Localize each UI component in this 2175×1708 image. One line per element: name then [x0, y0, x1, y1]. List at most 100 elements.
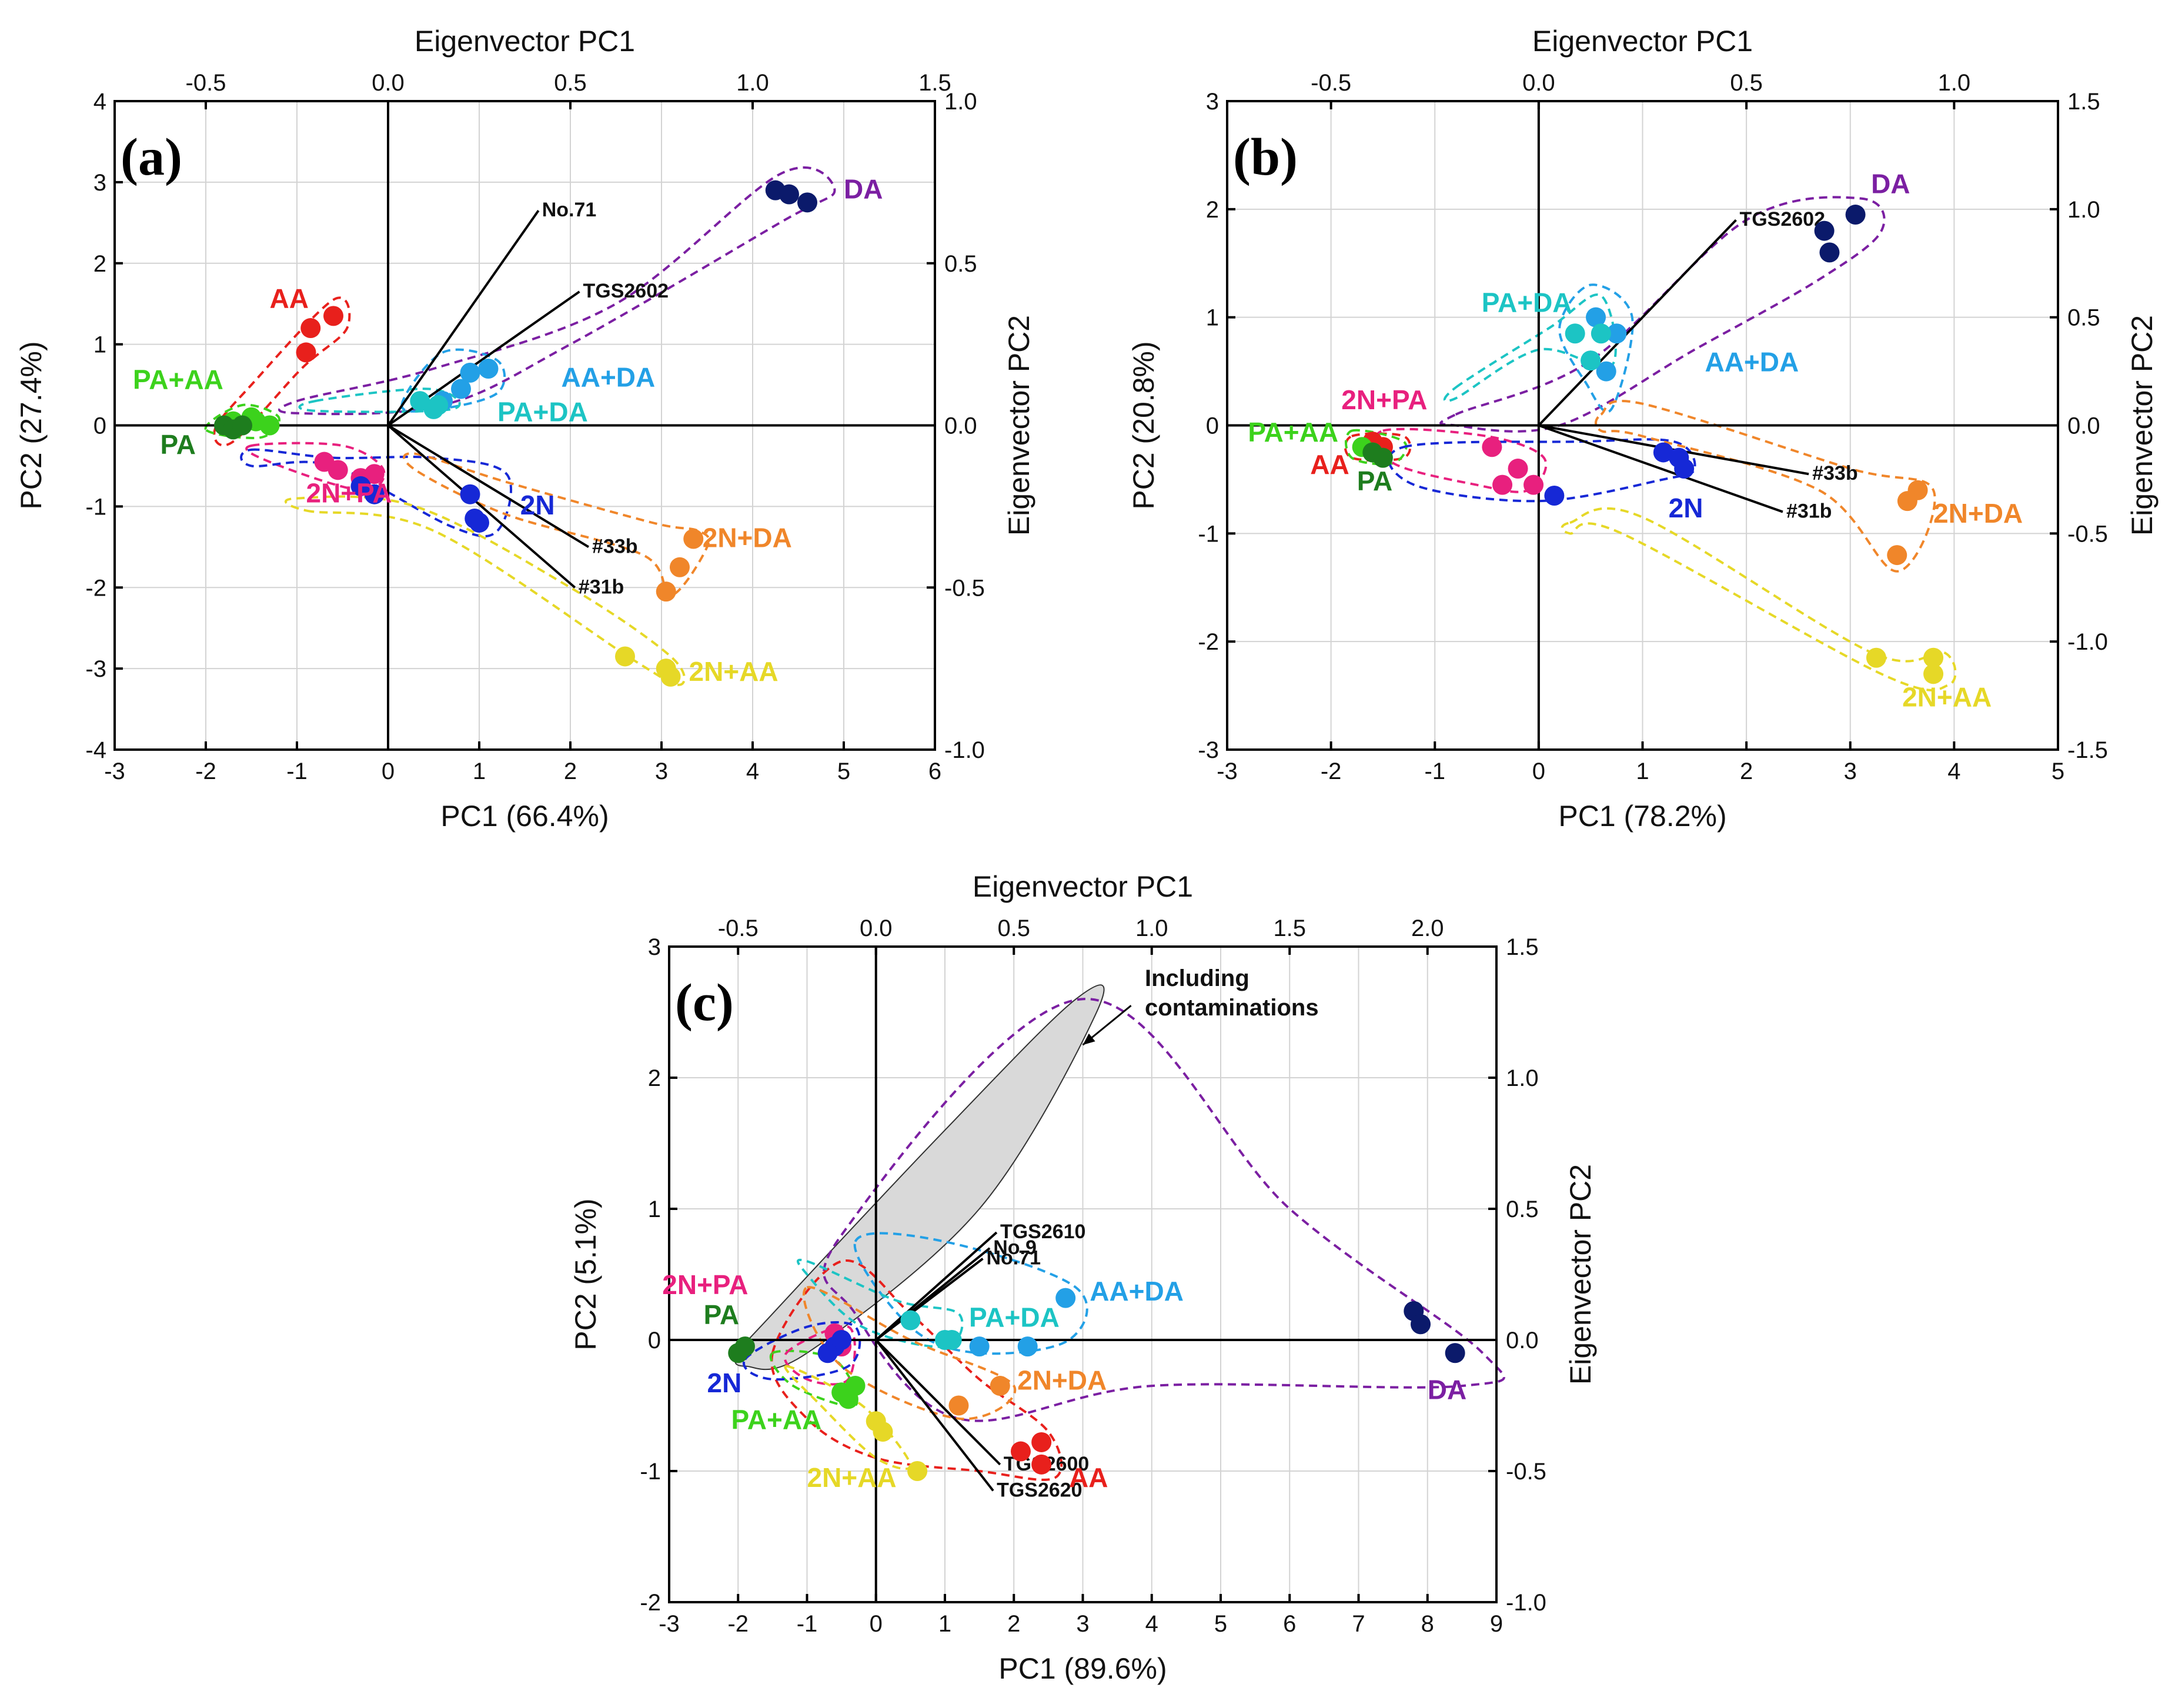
group-label: 2N+AA	[689, 656, 779, 687]
group-label: 2N+AA	[1902, 681, 1992, 712]
data-point	[1907, 480, 1928, 500]
data-point	[656, 581, 676, 602]
data-point	[296, 342, 316, 363]
x2-axis-title: Eigenvector PC1	[973, 870, 1193, 903]
loading-label: #31b	[579, 576, 624, 598]
y2-tick-label: -0.5	[944, 575, 985, 601]
x-tick-label: 4	[1947, 758, 1960, 784]
panel-label: (a)	[121, 128, 182, 186]
annotation-label: Including contaminations	[1145, 965, 1319, 1021]
x2-tick-label: 0.5	[1730, 70, 1763, 96]
data-point	[1581, 350, 1601, 371]
data-point	[1674, 459, 1695, 479]
y2-axis-title: Eigenvector PC2	[2126, 315, 2159, 536]
loading-vector	[875, 1339, 1001, 1466]
x2-tick-label: 0.0	[860, 915, 893, 941]
x2-tick-label: -0.5	[718, 915, 759, 941]
x-tick-label: 3	[1076, 1611, 1089, 1637]
x-tick-label: -2	[1321, 758, 1342, 784]
data-point	[1445, 1343, 1465, 1363]
loading-label: TGS2602	[1739, 208, 1825, 230]
x-tick-label: 5	[1214, 1611, 1227, 1637]
x2-tick-label: 1.0	[1135, 915, 1168, 941]
x-tick-label: 3	[655, 758, 668, 784]
x-axis-title: PC1 (78.2%)	[1558, 800, 1726, 833]
loading-vector	[875, 1231, 998, 1341]
y-tick-label: 3	[648, 934, 661, 960]
group-label: 2N	[520, 490, 555, 520]
data-point	[1591, 323, 1611, 344]
group-label: PA+DA	[969, 1302, 1060, 1333]
data-point	[1031, 1432, 1052, 1452]
data-point	[323, 306, 343, 326]
cluster-outline-2n-aa	[1561, 507, 1957, 691]
data-point	[670, 557, 690, 577]
data-point	[1482, 437, 1502, 457]
group-label: DA	[844, 173, 883, 204]
y-tick-label: 1	[648, 1196, 661, 1222]
data-point	[460, 362, 480, 383]
loading-label: TGS2602	[583, 280, 669, 302]
y2-tick-label: 1.5	[1506, 934, 1539, 960]
x-axis-title: PC1 (89.6%)	[998, 1652, 1167, 1685]
data-point	[1814, 220, 1835, 241]
cluster-outline-2n-pa	[245, 442, 386, 492]
loading-label: No.71	[542, 199, 597, 221]
panel-b: TGS2602 #33b #31b -3 -2 -1 0 1 2 3 4 5 -3 -2 -1 0 1 2 3 -0…	[1127, 25, 2159, 833]
group-label: PA+DA	[1482, 287, 1572, 317]
y2-tick-label: -1.0	[2067, 629, 2108, 655]
group-label: 2N+DA	[703, 522, 792, 553]
data-point	[1565, 323, 1585, 344]
data-point	[1923, 664, 1944, 684]
cluster-outline-2n	[1388, 438, 1696, 503]
group-label: PA	[161, 429, 196, 460]
y-tick-label: -3	[85, 656, 106, 682]
x2-tick-label: 0.0	[372, 70, 405, 96]
data-point	[941, 1330, 962, 1350]
y2-tick-label: 0.5	[2067, 305, 2100, 331]
data-point	[1606, 323, 1627, 344]
group-label: AA+DA	[1705, 347, 1799, 377]
y2-tick-label: 0.0	[2067, 413, 2100, 439]
y-tick-label: -4	[85, 737, 106, 763]
y2-tick-label: 1.5	[2067, 89, 2100, 115]
group-label: AA	[270, 283, 309, 314]
data-point	[1653, 442, 1673, 463]
x2-tick-label: 1.5	[918, 70, 951, 96]
loading-label: TGS2610	[1000, 1221, 1086, 1243]
data-point	[1923, 647, 1944, 668]
loading-vector	[1538, 424, 1783, 513]
annotation-arrowhead	[1083, 1033, 1095, 1045]
data-point	[1523, 474, 1544, 495]
x-tick-label: 1	[938, 1611, 951, 1637]
x-tick-label: 5	[837, 758, 850, 784]
y2-tick-label: 1.0	[1506, 1065, 1539, 1091]
y-tick-label: 1	[1206, 305, 1219, 331]
x2-tick-label: 1.0	[1938, 70, 1971, 96]
data-point	[948, 1395, 969, 1416]
loading-label: TGS2620	[997, 1479, 1083, 1501]
y-tick-label: -1	[640, 1459, 661, 1485]
loading-vector	[387, 209, 540, 426]
x-tick-label: 6	[928, 758, 941, 784]
data-point	[900, 1310, 921, 1331]
y-tick-label: -2	[640, 1590, 661, 1616]
y2-axis-title: Eigenvector PC2	[1564, 1164, 1597, 1385]
x-tick-label: -3	[1217, 758, 1238, 784]
data-point	[259, 415, 280, 436]
data-point	[615, 646, 635, 667]
y-tick-label: 0	[93, 413, 106, 439]
data-point	[1508, 459, 1528, 479]
data-point	[1017, 1336, 1038, 1357]
group-label: 2N	[707, 1368, 741, 1398]
y-axis-title: PC2 (5.1%)	[569, 1198, 602, 1350]
y2-tick-label: 0.5	[944, 251, 977, 277]
cluster-outline-da	[823, 998, 1505, 1422]
group-label: 2N+AA	[807, 1462, 897, 1493]
loading-label: #33b	[1812, 462, 1858, 484]
y-tick-label: -3	[1198, 737, 1219, 763]
y-tick-label: 0	[648, 1328, 661, 1353]
y-axis-title: PC2 (27.4%)	[15, 341, 48, 509]
group-label: 2N+PA	[306, 477, 392, 508]
loading-vector	[875, 1339, 994, 1492]
